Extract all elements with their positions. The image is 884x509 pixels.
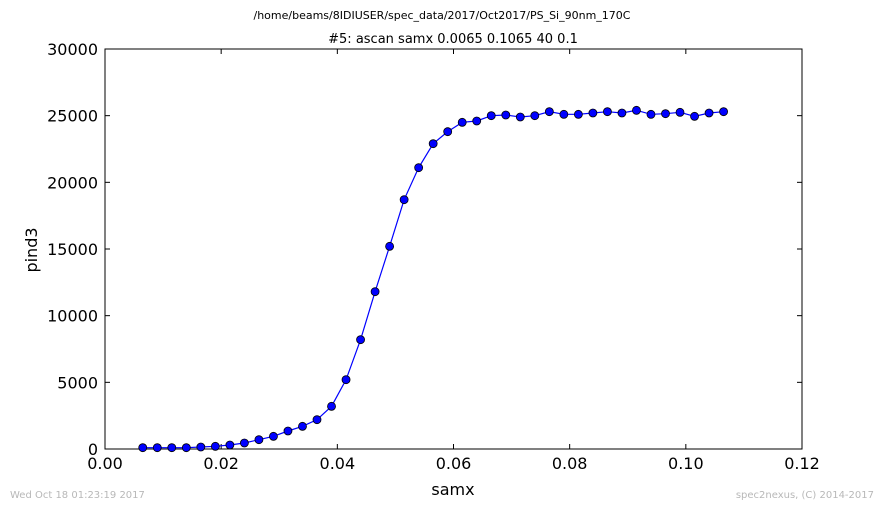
data-point — [225, 440, 235, 450]
y-axis-label: pind3 — [22, 227, 41, 272]
data-point — [544, 107, 554, 117]
x-tick-label: 0.10 — [668, 454, 704, 473]
data-point — [283, 426, 293, 436]
x-tick-label: 0.12 — [784, 454, 820, 473]
data-point — [617, 108, 627, 118]
x-tick-label: 0.08 — [552, 454, 588, 473]
data-point — [719, 107, 728, 117]
data-point — [704, 108, 714, 118]
data-series — [138, 105, 728, 453]
data-point — [501, 110, 511, 120]
data-point — [486, 111, 496, 121]
data-point — [196, 442, 206, 452]
x-tick-label: 0.04 — [320, 454, 356, 473]
data-point — [661, 109, 670, 119]
x-tick-label: 0.06 — [436, 454, 472, 473]
y-tick-label: 15000 — [47, 240, 98, 259]
data-point — [239, 438, 249, 448]
x-axis-label: samx — [431, 480, 474, 499]
y-tick-label: 30000 — [47, 40, 98, 59]
data-point — [269, 431, 278, 441]
data-point — [573, 109, 583, 119]
y-tick-label: 0 — [88, 440, 98, 459]
data-point — [530, 111, 540, 121]
data-point — [327, 401, 336, 411]
data-point — [370, 287, 380, 297]
y-tick-label: 5000 — [57, 373, 98, 392]
data-point — [399, 195, 409, 205]
plot-area — [104, 48, 803, 450]
data-point — [167, 443, 177, 453]
data-point — [414, 163, 424, 173]
data-point — [298, 421, 307, 431]
data-point — [472, 116, 482, 126]
data-point — [356, 335, 365, 345]
data-point — [210, 441, 220, 451]
data-point — [646, 109, 656, 119]
data-point — [559, 109, 569, 119]
data-point — [632, 105, 641, 115]
data-point — [181, 443, 191, 453]
y-axis: 0 5000 10000 15000 20000 25000 30000 — [47, 40, 802, 459]
footer-timestamp: Wed Oct 18 01:23:19 2017 — [10, 490, 145, 501]
data-point — [690, 111, 699, 121]
data-point — [515, 112, 525, 122]
data-point — [312, 415, 322, 425]
file-path-header: /home/beams/8IDIUSER/spec_data/2017/Oct2… — [254, 9, 631, 22]
data-point — [152, 443, 162, 453]
x-tick-label: 0.02 — [203, 454, 239, 473]
y-tick-label: 10000 — [47, 307, 98, 326]
footer-credit: spec2nexus, (C) 2014-2017 — [736, 490, 874, 501]
data-point — [341, 375, 351, 385]
data-point — [457, 117, 467, 127]
y-tick-label: 20000 — [47, 173, 98, 192]
data-point — [675, 107, 685, 117]
data-point — [138, 443, 148, 453]
x-tick-label: 0.00 — [87, 454, 123, 473]
data-point — [588, 108, 598, 118]
data-point — [603, 107, 612, 117]
x-axis: 0.00 0.02 0.04 0.06 0.08 0.10 0.12 — [87, 49, 820, 473]
data-point — [254, 435, 264, 445]
data-point — [443, 127, 453, 137]
data-point — [428, 139, 438, 149]
chart-title: #5: ascan samx 0.0065 0.1065 40 0.1 — [328, 32, 578, 47]
y-tick-label: 25000 — [47, 107, 98, 126]
data-point — [385, 241, 395, 251]
